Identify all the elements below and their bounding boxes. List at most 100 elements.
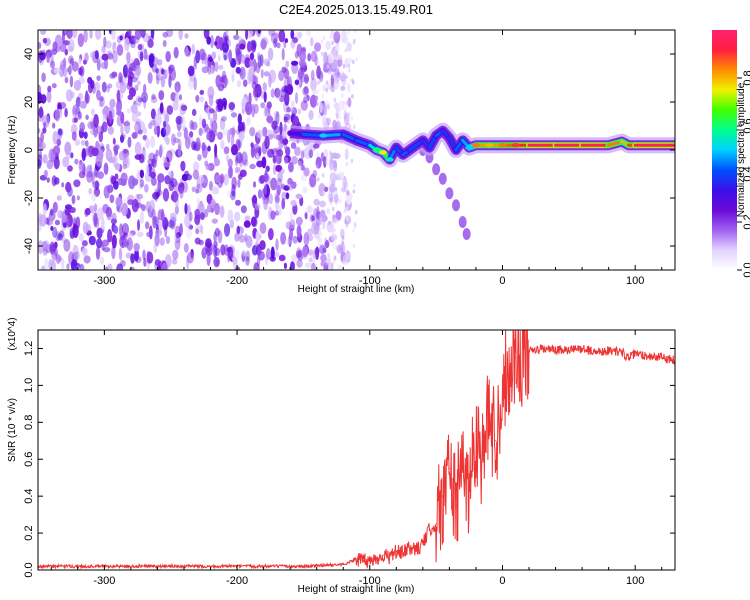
noise-speckle: [229, 127, 236, 136]
noise-speckle: [236, 54, 243, 63]
noise-speckle: [212, 110, 218, 123]
noise-speckle: [223, 223, 231, 237]
noise-speckle: [96, 207, 104, 221]
noise-speckle: [168, 180, 175, 192]
noise-speckle: [81, 147, 86, 162]
noise-speckle: [322, 247, 327, 254]
noise-speckle: [316, 152, 320, 158]
noise-speckle: [300, 46, 307, 52]
noise-speckle: [98, 56, 103, 63]
noise-speckle: [340, 187, 347, 193]
noise-speckle: [339, 246, 342, 252]
noise-speckle: [259, 222, 267, 234]
noise-speckle: [119, 82, 127, 94]
noise-speckle: [239, 43, 246, 50]
noise-speckle: [113, 225, 119, 234]
noise-speckle: [334, 45, 341, 52]
noise-speckle: [126, 51, 131, 63]
noise-speckle: [323, 52, 327, 58]
noise-speckle: [108, 110, 113, 124]
noise-speckle: [295, 92, 299, 104]
noise-speckle: [291, 254, 298, 262]
noise-speckle: [149, 171, 157, 179]
noise-speckle: [87, 121, 94, 130]
noise-speckle: [353, 38, 356, 44]
snr-point: [389, 556, 391, 558]
noise-speckle: [342, 64, 346, 69]
noise-speckle: [121, 202, 129, 217]
noise-speckle: [221, 41, 229, 53]
noise-speckle: [234, 199, 241, 206]
x-tick-label: -300: [93, 275, 115, 287]
noise-speckle: [255, 230, 260, 244]
noise-speckle: [297, 69, 305, 78]
noise-speckle: [96, 89, 101, 101]
snr-x-axis: -300 -200 -100 0 100: [50, 330, 663, 587]
snr-point: [382, 554, 384, 556]
noise-speckle: [244, 101, 253, 116]
noise-speckle: [207, 145, 211, 152]
noise-speckle: [267, 47, 274, 61]
noise-speckle: [308, 149, 314, 159]
noise-speckle: [256, 160, 264, 168]
noise-speckle: [180, 160, 186, 172]
noise-speckle: [181, 116, 186, 131]
noise-speckle: [333, 193, 339, 204]
noise-speckle: [341, 235, 345, 240]
noise-speckle: [287, 177, 293, 185]
noise-speckle: [308, 257, 313, 263]
noise-speckle: [206, 36, 212, 45]
noise-speckle: [310, 69, 315, 81]
noise-speckle: [252, 181, 257, 188]
noise-speckle: [143, 48, 148, 60]
noise-speckle: [302, 186, 308, 194]
noise-speckle: [320, 39, 324, 45]
noise-speckle: [101, 108, 109, 116]
branch-blob: [462, 228, 471, 240]
noise-speckle: [174, 233, 180, 242]
noise-speckle: [234, 232, 240, 242]
noise-speckle: [72, 104, 79, 116]
noise-speckle: [345, 215, 349, 221]
noise-speckle: [247, 30, 253, 39]
noise-speckle: [235, 152, 243, 164]
noise-speckle: [235, 248, 240, 261]
noise-speckle: [234, 55, 242, 66]
noise-speckle: [162, 120, 167, 128]
noise-speckle: [165, 235, 171, 245]
noise-speckle: [197, 174, 205, 184]
noise-speckle: [295, 216, 303, 226]
noise-speckle: [352, 59, 355, 65]
noise-speckle: [242, 251, 247, 257]
noise-speckle: [155, 149, 160, 157]
snr-point: [481, 458, 484, 460]
noise-speckle: [235, 139, 241, 152]
noise-speckle: [351, 94, 354, 99]
noise-speckle: [198, 96, 205, 103]
noise-speckle: [294, 146, 301, 157]
snr-point: [468, 486, 470, 488]
noise-speckle: [66, 46, 74, 53]
noise-speckle: [353, 183, 356, 188]
noise-speckle: [172, 249, 179, 261]
noise-speckle: [299, 51, 307, 62]
noise-speckle: [241, 151, 248, 166]
noise-speckle: [227, 246, 234, 260]
noise-speckle: [275, 111, 280, 125]
noise-speckle: [71, 194, 76, 205]
noise-speckle: [82, 221, 89, 234]
noise-speckle: [191, 108, 197, 117]
snr-point: [627, 357, 630, 359]
snr-point: [428, 528, 431, 530]
noise-speckle: [218, 206, 225, 216]
noise-speckle: [38, 154, 43, 167]
noise-speckle: [270, 88, 275, 98]
noise-speckle: [345, 161, 349, 167]
noise-speckle: [183, 242, 189, 253]
noise-speckle: [248, 69, 253, 84]
noise-speckle: [39, 214, 47, 227]
noise-speckle: [267, 113, 273, 125]
snr-point: [661, 357, 663, 359]
noise-speckle: [263, 199, 268, 211]
noise-speckle: [328, 150, 332, 155]
